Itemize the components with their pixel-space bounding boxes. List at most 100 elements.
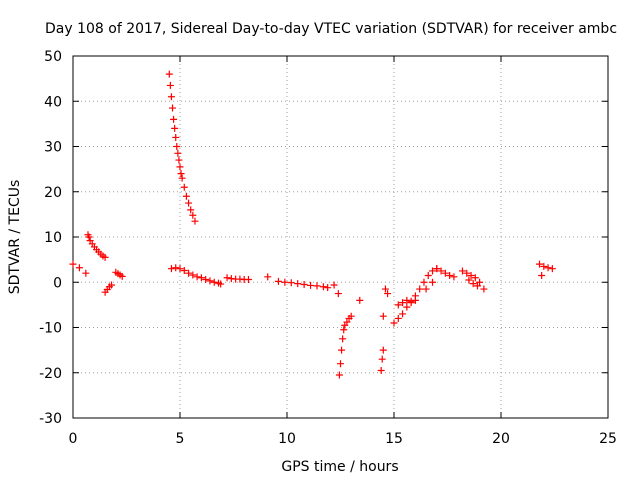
data-point (178, 174, 186, 182)
y-tick-label: -30 (39, 411, 62, 427)
data-point (180, 183, 188, 191)
data-point (274, 277, 282, 285)
data-point (176, 163, 184, 171)
data-point (171, 124, 179, 132)
data-point (463, 269, 471, 277)
data-point (379, 346, 387, 354)
data-point (217, 280, 225, 288)
data-point (185, 269, 193, 277)
data-point (180, 266, 188, 274)
data-point (422, 285, 430, 293)
data-point (85, 233, 93, 241)
data-point (75, 264, 83, 272)
data-point (165, 70, 173, 78)
data-point (416, 285, 424, 293)
data-point (458, 267, 466, 275)
data-point (193, 273, 201, 281)
data-point (101, 253, 109, 261)
data-point (473, 282, 481, 290)
data-point (189, 211, 197, 219)
y-tick-label: 0 (53, 275, 62, 291)
data-point (378, 355, 386, 363)
grid (73, 56, 608, 418)
data-point (384, 290, 392, 298)
data-point (167, 93, 175, 101)
data-point (197, 274, 205, 282)
data-point (407, 297, 415, 305)
data-point (69, 260, 77, 268)
data-point (356, 296, 364, 304)
data-point (174, 149, 182, 157)
data-point (167, 265, 175, 273)
data-point (347, 312, 355, 320)
data-point (394, 314, 402, 322)
data-point (173, 143, 181, 150)
data-point (437, 267, 445, 275)
x-tick-label: 10 (278, 431, 296, 447)
data-point (441, 269, 449, 277)
data-point (244, 276, 252, 284)
x-tick-label: 0 (69, 431, 78, 447)
data-point (307, 281, 315, 289)
data-point (538, 271, 546, 279)
data-point (467, 271, 475, 279)
data-point (330, 281, 338, 289)
data-point (394, 301, 402, 309)
data-point (294, 280, 302, 288)
data-point (175, 156, 183, 164)
data-point (176, 265, 184, 273)
data-point (281, 278, 289, 286)
data-point (536, 260, 544, 268)
data-point (476, 278, 484, 286)
data-point (403, 303, 411, 311)
y-tick-label: 30 (44, 140, 62, 156)
data-point (338, 346, 346, 354)
data-point (189, 271, 197, 279)
data-point (424, 271, 432, 279)
data-point (172, 133, 180, 141)
x-tick-label: 25 (599, 431, 617, 447)
y-tick-label: -10 (39, 321, 62, 337)
data-point (191, 217, 199, 225)
data-point (544, 264, 552, 272)
x-tick-label: 20 (492, 431, 510, 447)
data-point (390, 319, 398, 327)
data-point (118, 272, 126, 280)
data-point (548, 265, 556, 273)
data-point (450, 273, 458, 281)
data-point (202, 276, 210, 284)
data-point (420, 278, 428, 286)
data-point (429, 278, 437, 286)
data-point (335, 371, 343, 379)
data-point (182, 192, 190, 200)
data-point (465, 276, 473, 284)
data-point (540, 262, 548, 270)
y-tick-label: 20 (44, 185, 62, 201)
data-point (381, 285, 389, 293)
y-axis-label: SDTVAR / TECUs (7, 180, 23, 295)
data-point (172, 264, 180, 272)
data-point (169, 104, 177, 112)
data-point (480, 285, 488, 293)
data-point (471, 274, 479, 282)
data-point (399, 310, 407, 318)
data-point (334, 290, 342, 298)
data-point (411, 296, 419, 304)
data-point (264, 273, 272, 281)
y-tick-label: 40 (44, 94, 62, 110)
x-axis-label: GPS time / hours (281, 459, 398, 475)
data-point (170, 115, 178, 123)
data-point (340, 326, 348, 334)
data-point (300, 281, 308, 289)
data-point (337, 360, 344, 368)
y-tick-label: -20 (39, 366, 62, 382)
data-point (287, 279, 295, 287)
data-point (166, 81, 174, 89)
data-point (324, 284, 332, 292)
data-points (69, 70, 556, 379)
data-point (379, 312, 387, 320)
data-point (206, 277, 214, 285)
data-point (313, 282, 321, 290)
data-point (210, 278, 218, 286)
data-point (339, 335, 347, 343)
